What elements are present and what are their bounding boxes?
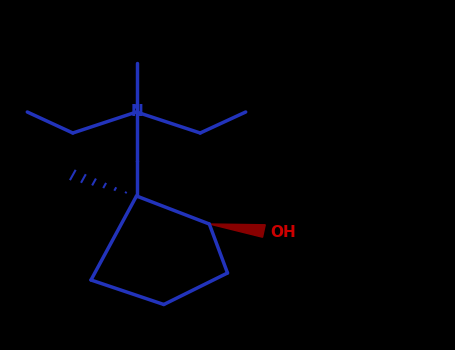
- Polygon shape: [209, 224, 265, 237]
- Text: N: N: [130, 105, 143, 119]
- Text: OH: OH: [271, 225, 297, 240]
